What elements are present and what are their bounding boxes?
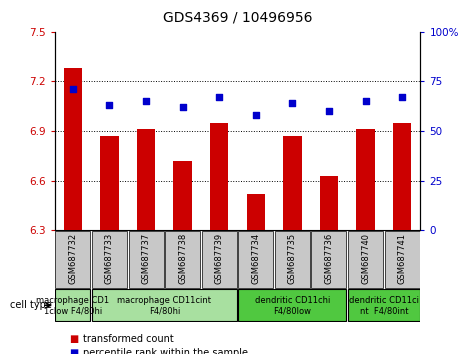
FancyBboxPatch shape	[238, 289, 346, 321]
Text: GSM687741: GSM687741	[398, 233, 407, 284]
Bar	[64, 68, 82, 230]
Text: GSM687739: GSM687739	[215, 233, 224, 284]
Text: dendritic CD11ci
nt  F4/80int: dendritic CD11ci nt F4/80int	[349, 296, 419, 315]
FancyBboxPatch shape	[92, 289, 237, 321]
Text: macrophage CD11cint
F4/80hi: macrophage CD11cint F4/80hi	[117, 296, 211, 315]
Text: GSM687734: GSM687734	[251, 233, 260, 284]
FancyBboxPatch shape	[275, 231, 310, 288]
Bar	[173, 161, 192, 230]
FancyBboxPatch shape	[385, 231, 419, 288]
FancyBboxPatch shape	[348, 231, 383, 288]
Bar	[137, 129, 155, 230]
Text: transformed count: transformed count	[83, 333, 174, 344]
Text: cell type: cell type	[10, 300, 52, 310]
Text: GSM687735: GSM687735	[288, 233, 297, 284]
Point	[105, 102, 113, 108]
Point	[325, 108, 332, 114]
Point	[362, 98, 370, 104]
Text: GSM687732: GSM687732	[68, 233, 77, 284]
Text: dendritic CD11chi
F4/80low: dendritic CD11chi F4/80low	[255, 296, 330, 315]
Text: GDS4369 / 10496956: GDS4369 / 10496956	[163, 11, 312, 25]
FancyBboxPatch shape	[312, 231, 346, 288]
Point	[69, 86, 77, 92]
Bar	[100, 136, 119, 230]
FancyBboxPatch shape	[92, 231, 127, 288]
Text: macrophage CD1
1clow F4/80hi: macrophage CD1 1clow F4/80hi	[37, 296, 109, 315]
FancyBboxPatch shape	[56, 231, 90, 288]
Point	[216, 95, 223, 100]
Point	[289, 101, 296, 106]
Point	[398, 95, 406, 100]
Bar	[356, 129, 375, 230]
Text: GSM687740: GSM687740	[361, 233, 370, 284]
Text: ■: ■	[69, 348, 78, 354]
Bar	[283, 136, 302, 230]
Bar	[320, 176, 338, 230]
FancyBboxPatch shape	[165, 231, 200, 288]
Text: GSM687738: GSM687738	[178, 233, 187, 284]
FancyBboxPatch shape	[202, 231, 237, 288]
Bar	[210, 123, 228, 230]
FancyBboxPatch shape	[348, 289, 419, 321]
Text: percentile rank within the sample: percentile rank within the sample	[83, 348, 248, 354]
Text: GSM687737: GSM687737	[142, 233, 151, 284]
Text: GSM687733: GSM687733	[105, 233, 114, 284]
Point	[142, 98, 150, 104]
FancyBboxPatch shape	[238, 231, 273, 288]
Text: ■: ■	[69, 333, 78, 344]
FancyBboxPatch shape	[56, 289, 90, 321]
Bar	[393, 123, 411, 230]
Text: GSM687736: GSM687736	[324, 233, 333, 284]
Bar	[247, 194, 265, 230]
Point	[252, 112, 259, 118]
FancyBboxPatch shape	[129, 231, 163, 288]
Point	[179, 104, 186, 110]
